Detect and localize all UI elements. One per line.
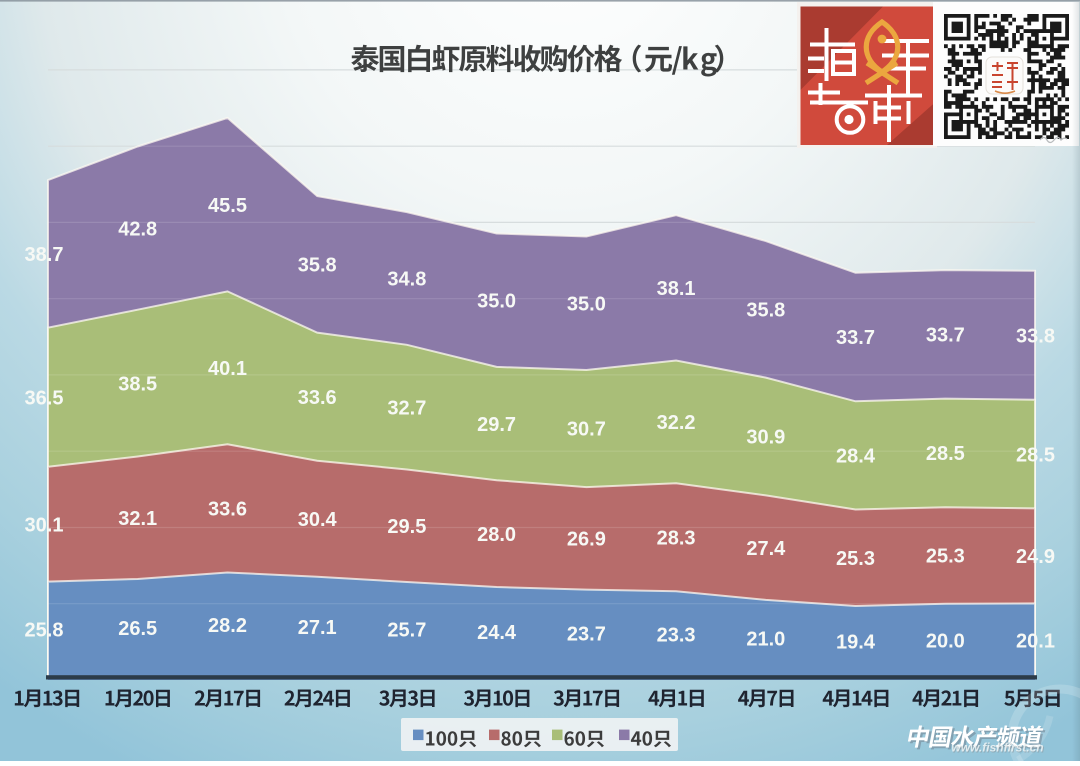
svg-text:25.8: 25.8 — [25, 620, 64, 642]
svg-text:38.7: 38.7 — [25, 244, 64, 266]
svg-text:26.9: 26.9 — [567, 529, 606, 551]
svg-text:34.8: 34.8 — [387, 269, 426, 291]
svg-text:28.5: 28.5 — [926, 443, 965, 465]
svg-text:40.1: 40.1 — [208, 358, 247, 380]
svg-text:33.7: 33.7 — [836, 327, 875, 349]
svg-text:35.0: 35.0 — [477, 290, 516, 312]
svg-text:25.7: 25.7 — [387, 620, 426, 642]
svg-text:20.1: 20.1 — [1016, 630, 1055, 652]
svg-text:28.4: 28.4 — [836, 446, 876, 468]
svg-text:35.8: 35.8 — [298, 255, 337, 277]
svg-text:33.8: 33.8 — [1016, 326, 1055, 348]
svg-text:23.3: 23.3 — [657, 624, 696, 646]
svg-text:28.0: 28.0 — [477, 524, 516, 546]
svg-text:24.4: 24.4 — [477, 622, 517, 644]
svg-text:www.fishfirst.cn: www.fishfirst.cn — [951, 741, 1043, 755]
svg-text:29.7: 29.7 — [477, 414, 516, 436]
svg-text:33.6: 33.6 — [298, 387, 337, 409]
svg-text:20.0: 20.0 — [926, 631, 965, 653]
svg-text:35.0: 35.0 — [567, 294, 606, 316]
svg-text:30.9: 30.9 — [746, 427, 785, 449]
svg-text:36.5: 36.5 — [25, 388, 64, 410]
svg-text:24.9: 24.9 — [1016, 546, 1055, 568]
svg-text:27.1: 27.1 — [298, 617, 337, 639]
svg-text:29.5: 29.5 — [387, 516, 426, 538]
svg-text:30.4: 30.4 — [298, 509, 338, 531]
svg-text:21.0: 21.0 — [746, 629, 785, 651]
svg-text:30.7: 30.7 — [567, 419, 606, 441]
svg-text:28.5: 28.5 — [1016, 444, 1055, 466]
svg-text:38.5: 38.5 — [118, 373, 157, 395]
svg-text:38.1: 38.1 — [657, 278, 696, 300]
svg-text:42.8: 42.8 — [118, 218, 157, 240]
svg-text:32.2: 32.2 — [657, 412, 696, 434]
svg-text:26.5: 26.5 — [118, 618, 157, 640]
svg-text:www.fishfirst.cn: www.fishfirst.cn — [952, 741, 1044, 755]
svg-text:28.3: 28.3 — [657, 527, 696, 549]
svg-text:25.3: 25.3 — [836, 548, 875, 570]
svg-text:28.2: 28.2 — [208, 615, 247, 637]
svg-text:32.1: 32.1 — [118, 508, 157, 530]
svg-text:33.6: 33.6 — [208, 499, 247, 521]
svg-text:19.4: 19.4 — [836, 632, 876, 654]
svg-text:23.7: 23.7 — [567, 624, 606, 646]
svg-text:30.1: 30.1 — [25, 514, 64, 536]
svg-text:33.7: 33.7 — [926, 325, 965, 347]
svg-text:25.3: 25.3 — [926, 546, 965, 568]
svg-text:32.7: 32.7 — [387, 397, 426, 419]
svg-text:35.8: 35.8 — [746, 300, 785, 322]
svg-text:27.4: 27.4 — [746, 538, 786, 560]
svg-text:45.5: 45.5 — [208, 195, 247, 217]
